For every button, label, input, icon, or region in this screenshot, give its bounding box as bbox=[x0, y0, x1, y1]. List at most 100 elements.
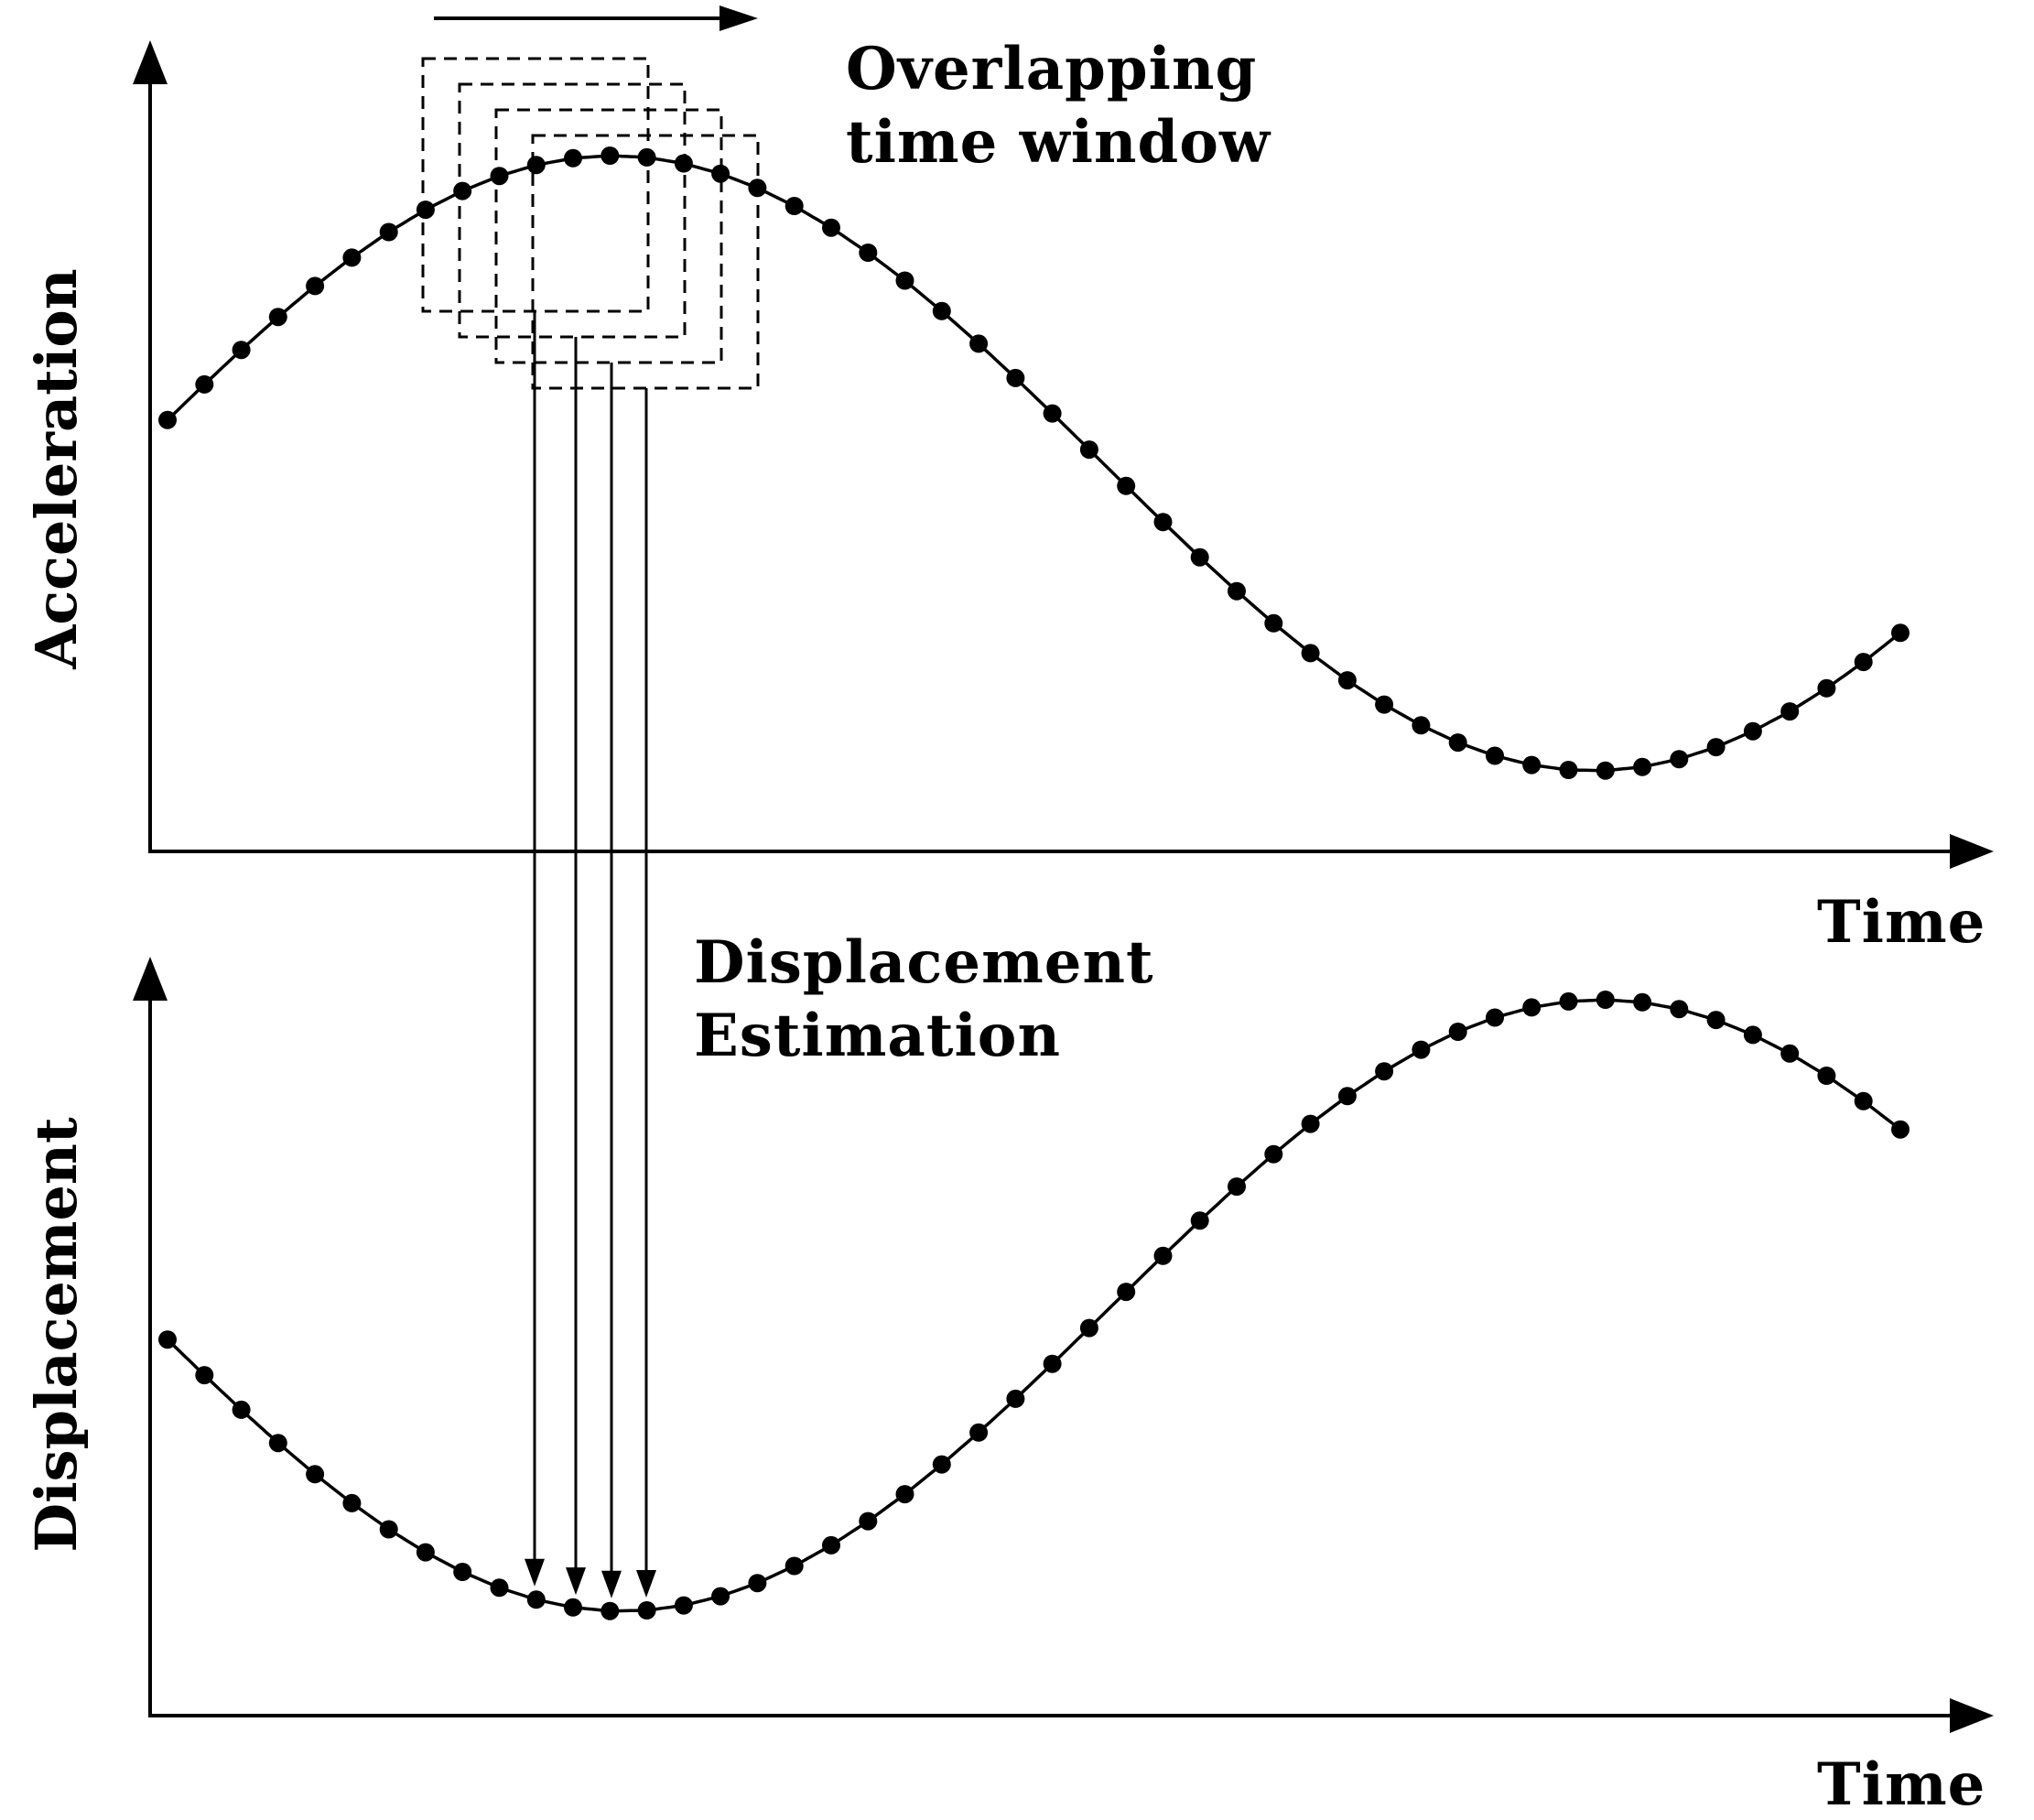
displacement-sample-point bbox=[564, 1598, 582, 1617]
acceleration-sample-point bbox=[1043, 404, 1062, 423]
displacement-sample-point bbox=[268, 1434, 287, 1453]
displacement-sample-point bbox=[379, 1520, 398, 1539]
acceleration-sample-point bbox=[600, 146, 620, 165]
acceleration-sample-point bbox=[1412, 716, 1431, 735]
displacement-sample-point bbox=[526, 1590, 546, 1609]
displacement-sample-point bbox=[600, 1601, 620, 1620]
acceleration-sample-point bbox=[490, 167, 509, 186]
displacement-sample-point bbox=[1375, 1062, 1394, 1081]
projection-arrowhead bbox=[525, 1558, 545, 1587]
acceleration-sample-point bbox=[1670, 750, 1689, 769]
acceleration-sample-point bbox=[1264, 613, 1283, 633]
acceleration-sample-point bbox=[1228, 581, 1246, 601]
acceleration-sample-point bbox=[1117, 476, 1136, 495]
displacement-sample-point bbox=[969, 1423, 989, 1442]
acceleration-sample-point bbox=[1633, 757, 1652, 776]
displacement-sample-point bbox=[1448, 1023, 1467, 1041]
top-x-axis-arrowhead bbox=[1950, 834, 1994, 869]
acceleration-sample-point bbox=[306, 276, 325, 296]
displacement-sample-point bbox=[490, 1578, 509, 1598]
acceleration-sample-point bbox=[711, 164, 730, 183]
displacement-sample-point bbox=[1190, 1211, 1209, 1230]
displacement-sample-point bbox=[1596, 991, 1615, 1009]
bottom-y-axis-arrowhead bbox=[133, 957, 168, 1001]
displacement-sample-point bbox=[1228, 1177, 1246, 1197]
displacement-sample-point bbox=[195, 1366, 214, 1385]
acceleration-sample-point bbox=[1301, 644, 1320, 663]
displacement-sample-point bbox=[1891, 1120, 1910, 1139]
acceleration-sample-point bbox=[158, 410, 177, 429]
acceleration-sample-point bbox=[1706, 738, 1726, 757]
acceleration-sample-point bbox=[268, 308, 287, 327]
acceleration-sample-point bbox=[969, 334, 989, 353]
acceleration-sample-point bbox=[232, 341, 251, 360]
acceleration-sample-point bbox=[1743, 721, 1762, 741]
displacement-sample-point bbox=[637, 1601, 656, 1620]
acceleration-sample-point bbox=[1448, 733, 1467, 753]
displacement-sample-point bbox=[932, 1455, 951, 1474]
acceleration-sample-point bbox=[1559, 761, 1578, 779]
displacement-sample-point bbox=[232, 1400, 251, 1419]
displacement-sample-point bbox=[748, 1574, 767, 1593]
displacement-sample-point bbox=[1743, 1025, 1762, 1045]
acceleration-sample-point bbox=[195, 374, 214, 394]
displacement-sample-point bbox=[1153, 1246, 1173, 1265]
top-plot-axes bbox=[133, 40, 1994, 869]
displacement-sample-point bbox=[1006, 1389, 1025, 1408]
acceleration-sample-point bbox=[932, 301, 951, 320]
displacement-sample-point bbox=[1412, 1040, 1431, 1059]
displacement-sample-point bbox=[1559, 991, 1578, 1011]
displacement-sample-point bbox=[306, 1465, 325, 1484]
acceleration-sample-point bbox=[1079, 440, 1098, 460]
acceleration-sample-point bbox=[859, 244, 878, 262]
acceleration-sample-point bbox=[1486, 746, 1504, 765]
displacement-sample-point bbox=[1633, 992, 1652, 1012]
bottom-plot-axes bbox=[133, 957, 1994, 1733]
displacement-sample-point bbox=[822, 1535, 840, 1555]
displacement-sample-point bbox=[158, 1330, 177, 1349]
displacement-sample-point bbox=[859, 1511, 878, 1531]
acceleration-sample-point bbox=[1337, 671, 1357, 690]
bottom-y-axis-label: Displacement bbox=[23, 1117, 90, 1553]
displacement-sample-point bbox=[1706, 1011, 1726, 1030]
displacement-sample-point bbox=[1522, 998, 1542, 1017]
acceleration-sample-points bbox=[158, 146, 1910, 780]
acceleration-sample-point bbox=[342, 248, 362, 267]
acceleration-sample-point bbox=[526, 156, 546, 175]
acceleration-sample-point bbox=[453, 181, 472, 200]
displacement-sample-point bbox=[416, 1543, 435, 1562]
acceleration-curve bbox=[166, 154, 1902, 773]
acceleration-sample-point bbox=[379, 222, 398, 242]
acceleration-sample-point bbox=[784, 197, 804, 215]
acceleration-sample-point bbox=[564, 148, 582, 168]
displacement-sample-point bbox=[1486, 1008, 1504, 1027]
top-x-axis-label: Time bbox=[1817, 888, 1986, 957]
overlap-label-line1: Overlapping bbox=[846, 35, 1258, 103]
acceleration-sample-point bbox=[1780, 702, 1800, 721]
acceleration-sample-point bbox=[1153, 513, 1173, 532]
window-sliding-direction-arrow bbox=[434, 5, 758, 31]
displacement-sample-point bbox=[1264, 1144, 1283, 1164]
acceleration-sample-point bbox=[1006, 368, 1025, 387]
projection-arrowhead bbox=[566, 1567, 586, 1596]
projection-arrowhead bbox=[601, 1570, 622, 1598]
displacement-sample-points bbox=[158, 991, 1910, 1620]
acceleration-sample-point bbox=[1375, 695, 1394, 714]
displacement-sample-point bbox=[1854, 1091, 1873, 1110]
acceleration-sample-point bbox=[1891, 623, 1910, 643]
acceleration-sample-point bbox=[1596, 761, 1615, 780]
time-window-box bbox=[458, 82, 687, 339]
top-y-axis-arrowhead bbox=[133, 40, 168, 84]
overlapping-time-windows bbox=[421, 57, 760, 390]
acceleration-sample-point bbox=[895, 271, 914, 290]
acceleration-sample-point bbox=[1522, 755, 1542, 775]
displacement-estimation-label-line1: Displacement bbox=[694, 928, 1154, 997]
estimation-projection-arrows bbox=[525, 311, 656, 1598]
displacement-estimation-label-line2: Estimation bbox=[694, 1002, 1061, 1070]
top-y-axis-label: Acceleration bbox=[23, 268, 90, 669]
bottom-x-axis-arrowhead bbox=[1950, 1698, 1994, 1733]
displacement-sample-point bbox=[1079, 1318, 1098, 1338]
time-window-box bbox=[494, 108, 723, 364]
acceleration-sample-point bbox=[822, 218, 840, 237]
